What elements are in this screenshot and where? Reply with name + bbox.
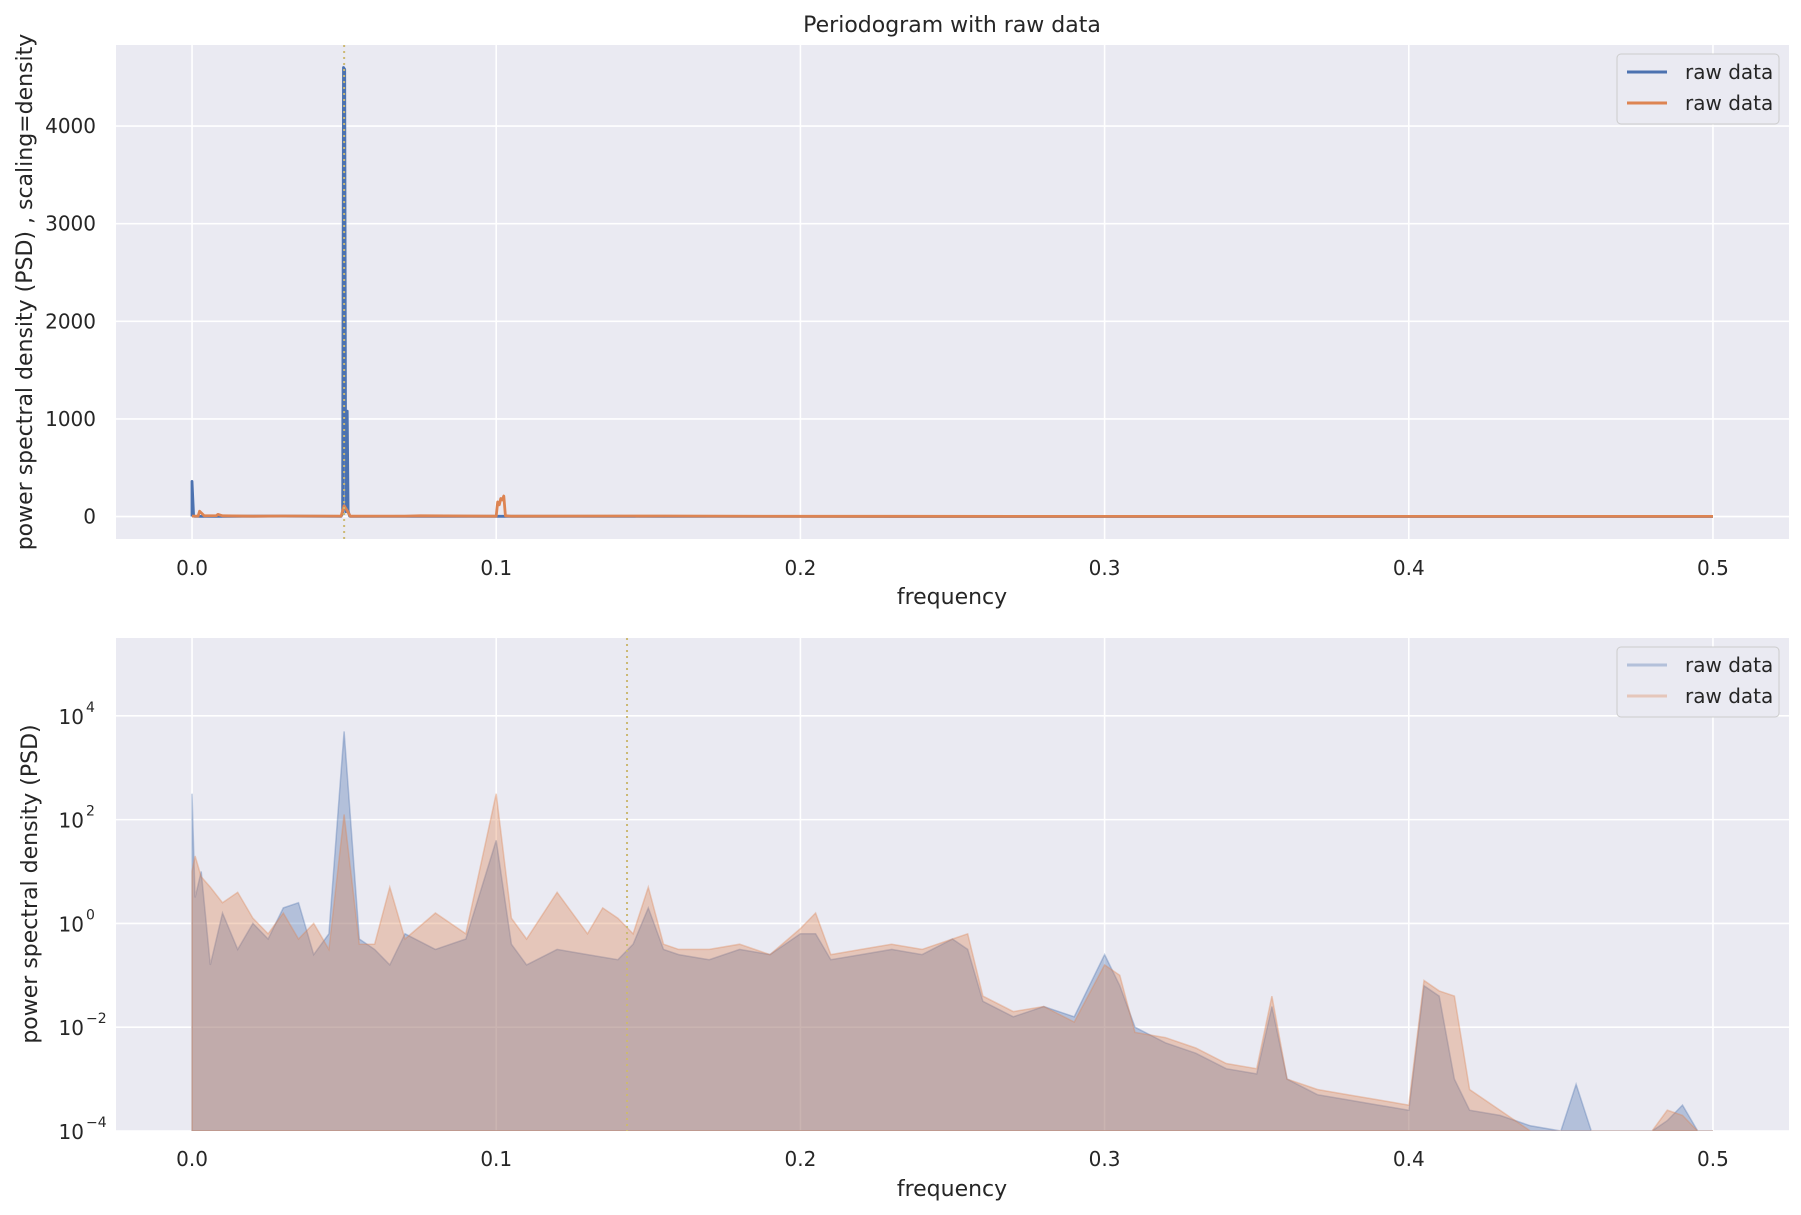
- bottom-legend-box: [1616, 646, 1780, 718]
- bottom-y-tick-exponent: 0: [86, 907, 95, 923]
- top-x-axis-label: frequency: [897, 585, 1007, 610]
- bottom-y-tick-label: 10: [59, 1120, 84, 1144]
- top-legend: raw data raw data: [1616, 53, 1780, 125]
- top-series-line-2: [192, 494, 1713, 518]
- bottom-legend: raw data raw data: [1616, 646, 1780, 718]
- top-chart-title: Periodogram with raw data: [803, 13, 1101, 38]
- top-plot-area: [116, 45, 1789, 539]
- top-x-tick-label: 0.5: [1697, 556, 1729, 580]
- bottom-y-tick-exponent: 2: [86, 804, 95, 820]
- bottom-y-tick-label: 10: [59, 1016, 84, 1040]
- bottom-x-tick-label: 0.4: [1393, 1147, 1425, 1171]
- bottom-y-tick-label: 10: [59, 809, 84, 833]
- bottom-gridlines: [116, 638, 1789, 1132]
- top-x-tick-label: 0.2: [785, 556, 817, 580]
- top-panel: 0.0 0.1 0.2 0.3 0.4 0.5 0 1000 2000 3000 4000 Per…: [13, 13, 1789, 610]
- top-y-axis-label: power spectral density (PSD) , scaling=d…: [13, 34, 38, 551]
- top-y-tick-label: 4000: [45, 114, 96, 138]
- bottom-y-tick-exponent: −2: [86, 1011, 107, 1027]
- top-x-tick-label: 0.3: [1089, 556, 1121, 580]
- bottom-y-tick-exponent: 4: [86, 700, 95, 716]
- bottom-x-tick-label: 0.5: [1697, 1147, 1729, 1171]
- bottom-x-tick-label: 0.3: [1089, 1147, 1121, 1171]
- bottom-legend-label-1: raw data: [1685, 653, 1773, 677]
- bottom-y-tick-exponent: −4: [86, 1115, 107, 1131]
- top-x-tick-label: 0.1: [480, 556, 512, 580]
- top-legend-label-1: raw data: [1685, 60, 1773, 84]
- top-legend-label-2: raw data: [1685, 91, 1773, 115]
- top-x-tick-label: 0.0: [176, 556, 208, 580]
- bottom-series-area-2: [191, 793, 1713, 1131]
- top-y-tick-label: 1000: [45, 407, 96, 431]
- bottom-series-group: [191, 731, 1713, 1131]
- bottom-x-tick-label: 0.0: [176, 1147, 208, 1171]
- bottom-x-tick-label: 0.2: [785, 1147, 817, 1171]
- top-y-tick-label: 3000: [45, 212, 96, 236]
- top-y-tick-labels: 0 1000 2000 3000 4000: [45, 114, 96, 529]
- bottom-y-axis-label: power spectral density (PSD): [18, 724, 43, 1043]
- top-y-tick-label: 0: [83, 505, 96, 529]
- bottom-plot-area: [116, 638, 1789, 1131]
- bottom-y-tick-label: 10: [59, 912, 84, 936]
- bottom-x-tick-labels: 0.0 0.1 0.2 0.3 0.4 0.5: [176, 1147, 1729, 1171]
- bottom-series-area-1: [191, 731, 1713, 1131]
- bottom-x-axis-label: frequency: [897, 1177, 1007, 1202]
- top-x-tick-labels: 0.0 0.1 0.2 0.3 0.4 0.5: [176, 556, 1729, 580]
- bottom-x-tick-label: 0.1: [480, 1147, 512, 1171]
- top-series-group: [190, 66, 1713, 518]
- top-x-tick-label: 0.4: [1393, 556, 1425, 580]
- bottom-y-tick-label: 10: [59, 705, 84, 729]
- top-y-tick-label: 2000: [45, 309, 96, 333]
- bottom-legend-label-2: raw data: [1685, 684, 1773, 708]
